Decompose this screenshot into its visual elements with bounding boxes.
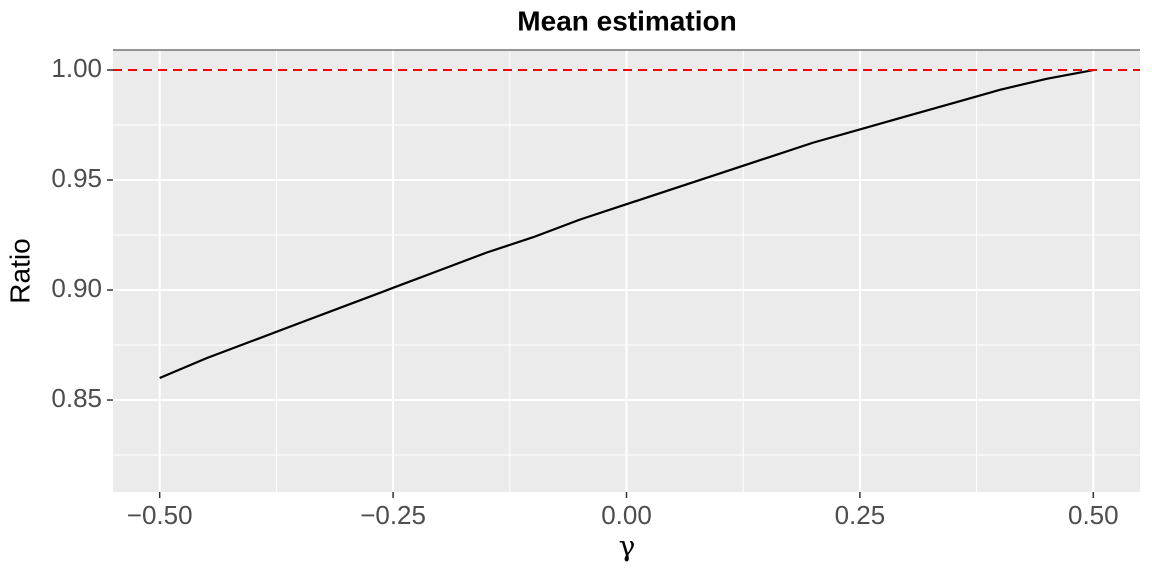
data-line (159, 68, 1094, 380)
y-tick-label: 0.95 (51, 163, 102, 193)
grid (113, 50, 1140, 492)
y-tick-label: 1.00 (51, 53, 102, 83)
x-tick-label: −0.25 (360, 500, 426, 530)
y-tick-label: 0.90 (51, 273, 102, 303)
marks (113, 68, 1140, 380)
x-tick-label: −0.50 (127, 500, 193, 530)
chart-title: Mean estimation (517, 5, 736, 36)
x-tick-label: 0.00 (601, 500, 652, 530)
x-axis-title: γ (619, 530, 636, 563)
x-tick-label: 0.25 (835, 500, 886, 530)
y-axis-title: Ratio (4, 238, 35, 303)
x-tick-label: 0.50 (1068, 500, 1119, 530)
y-tick-label: 0.85 (51, 383, 102, 413)
